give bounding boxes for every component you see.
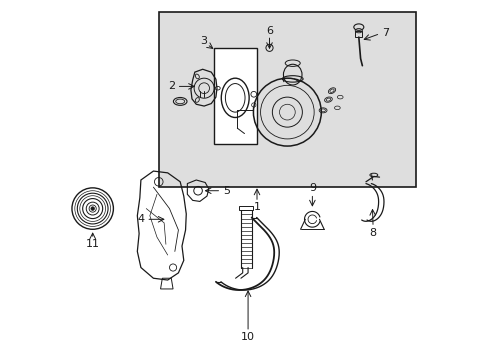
Text: 3: 3 <box>200 36 207 46</box>
Text: 4: 4 <box>138 214 144 224</box>
Text: 2: 2 <box>168 81 175 91</box>
Bar <box>354 31 362 37</box>
Text: 10: 10 <box>241 332 255 342</box>
Text: 9: 9 <box>308 183 315 193</box>
Text: 7: 7 <box>381 28 388 38</box>
Text: 1: 1 <box>253 202 260 212</box>
Text: 11: 11 <box>85 239 100 249</box>
Bar <box>159 12 415 187</box>
Text: 5: 5 <box>223 186 230 196</box>
Bar <box>214 48 257 144</box>
Text: 8: 8 <box>369 228 376 238</box>
Bar <box>239 206 253 210</box>
Circle shape <box>91 207 94 210</box>
Text: 6: 6 <box>265 26 272 36</box>
